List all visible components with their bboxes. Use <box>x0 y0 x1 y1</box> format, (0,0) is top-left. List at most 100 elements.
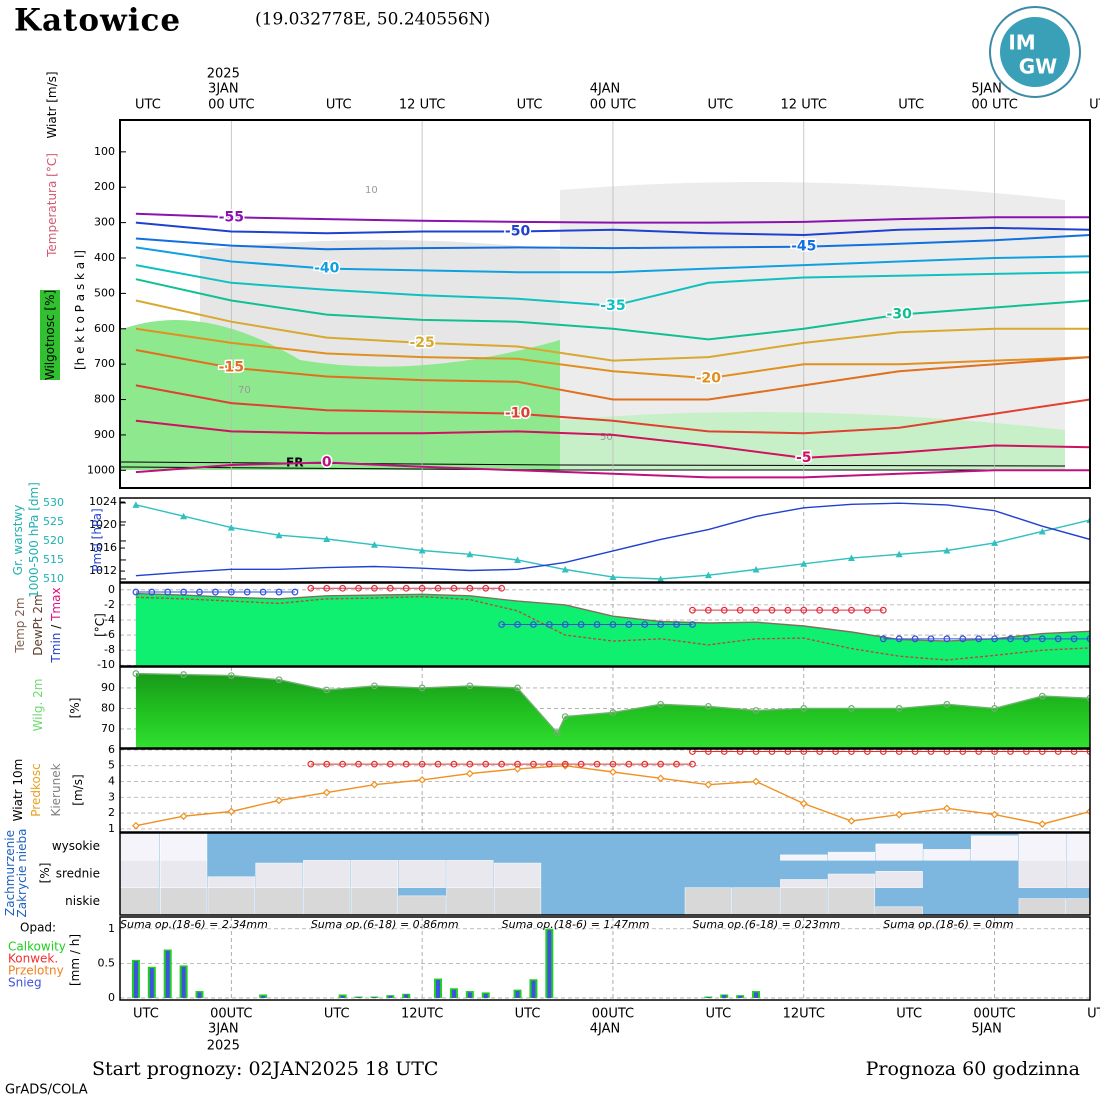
cloud-bar <box>120 887 160 915</box>
triangle-marker <box>227 524 235 531</box>
circle-marker <box>736 606 744 614</box>
triangle-marker <box>561 565 569 573</box>
circle-marker <box>227 672 235 680</box>
circle-marker <box>275 588 283 596</box>
circle-marker <box>355 584 362 592</box>
circle-marker <box>800 606 808 614</box>
circle-marker <box>498 621 506 628</box>
cloud-bar <box>1066 860 1090 888</box>
precip-legend: Snieg <box>8 976 42 990</box>
circle-marker <box>625 621 633 628</box>
isotherm-label: -55 <box>219 209 244 225</box>
cloud-bar <box>398 895 446 915</box>
precip-bar <box>483 993 488 998</box>
triangle-marker <box>466 550 474 558</box>
circle-marker <box>132 588 140 596</box>
top-time-label: UTC <box>135 98 161 113</box>
y-tick-label: 80 <box>101 701 115 714</box>
circle-marker <box>784 606 792 614</box>
isotherm-label: -40 <box>314 261 340 277</box>
cloud-bar <box>827 873 876 888</box>
circle-marker <box>848 749 855 755</box>
precip-bar <box>404 994 409 998</box>
circle-marker <box>800 749 808 755</box>
circle-marker <box>927 635 935 643</box>
axis-label-part: Wiatr 10m <box>11 759 25 822</box>
series-line <box>135 672 1090 735</box>
circle-marker <box>991 749 998 755</box>
axis-label: [%] <box>68 698 82 719</box>
circle-marker <box>991 705 998 712</box>
top-time-label: 00 UTC <box>590 98 636 113</box>
logo: IM GW <box>989 6 1081 98</box>
isotherm-label: -30 <box>887 307 913 323</box>
bottom-date-label: 3JAN <box>208 1022 239 1037</box>
top-date-label: 5JAN <box>971 82 1002 97</box>
panel-frame <box>119 119 1091 489</box>
precip-title: Opad: <box>20 921 56 935</box>
y-tick-label: -10 <box>97 658 115 671</box>
diamond-marker <box>418 776 426 784</box>
axis-label: Wilgotnosc [%] <box>43 290 57 380</box>
y-tick-label: 4 <box>108 775 115 788</box>
cloud-bar <box>780 854 828 861</box>
isotherm <box>135 299 1090 362</box>
triangle-marker <box>657 575 665 582</box>
axis-label: Zachmurzenie <box>3 830 17 916</box>
diamond-marker <box>465 769 474 778</box>
label-background <box>40 290 60 380</box>
panel <box>120 583 1090 666</box>
circle-marker <box>1022 749 1030 755</box>
circle-marker <box>514 684 521 692</box>
axis-label: [°C] <box>93 613 107 637</box>
circle-marker <box>323 584 331 592</box>
panel <box>120 833 1090 915</box>
circle-marker <box>577 621 585 628</box>
bottom-year-label: 2025 <box>207 1039 240 1054</box>
y-tick-label: 1000 <box>87 463 115 476</box>
precip-bar <box>340 995 345 998</box>
y-tick-label: 300 <box>94 216 115 229</box>
cloud-bar <box>160 860 208 888</box>
triangle-marker <box>180 512 188 520</box>
circle-marker <box>1007 749 1014 755</box>
cloud-bar <box>255 887 303 915</box>
cloud-bar <box>780 887 828 915</box>
circle-marker <box>816 749 824 755</box>
cloud-bar <box>923 849 971 861</box>
circle-marker <box>418 584 426 592</box>
axis-label-part: / <box>49 621 63 629</box>
panel-frame <box>119 832 1091 916</box>
isotherm-label: -15 <box>219 360 244 376</box>
axis-label-part: Kierunek <box>49 763 63 816</box>
circle-marker <box>704 606 712 614</box>
axis-label: [m/s] <box>71 774 85 805</box>
circle-marker <box>530 760 537 768</box>
circle-marker <box>323 760 331 768</box>
panel <box>120 917 1090 1000</box>
bottom-time-label: 00UTC <box>210 1007 252 1022</box>
cloud-bar <box>207 887 255 915</box>
cloud-bar <box>398 860 446 888</box>
shading <box>560 182 1065 460</box>
triangle-marker <box>991 539 999 546</box>
circle-marker <box>736 749 744 755</box>
precip-bar <box>356 997 361 998</box>
precip-sum: Suma op.(18-6) = 1.47mm <box>502 918 650 931</box>
precip-sum: Suma op.(6-18) = 0.86mm <box>311 918 459 931</box>
circle-marker <box>355 760 362 768</box>
axis-label: 1000-500 hPa [dm] <box>27 482 41 598</box>
circle-marker <box>959 749 967 755</box>
circle-marker <box>863 606 871 614</box>
top-time-label: UTC <box>898 98 924 113</box>
axis-label: Pmsl [hPa] <box>90 508 104 571</box>
circle-marker <box>895 749 903 755</box>
axis-label-part: [m/s] <box>71 774 85 805</box>
circle-marker <box>482 760 490 768</box>
circle-marker <box>418 684 426 692</box>
isotherm-label: -35 <box>600 298 625 314</box>
circle-marker <box>863 749 871 755</box>
cloud-bar <box>1018 833 1066 861</box>
bottom-time-label: UTC <box>324 1007 350 1022</box>
triangle-marker <box>1038 527 1046 535</box>
